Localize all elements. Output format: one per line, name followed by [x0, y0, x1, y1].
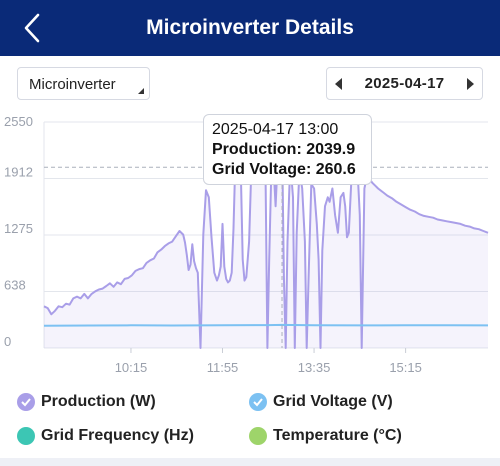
y-tick-label: 638: [4, 277, 26, 292]
chevron-left-icon: [24, 13, 40, 43]
back-button[interactable]: [18, 12, 48, 44]
grid-voltage-line: [43, 323, 489, 327]
legend-label: Grid Frequency (Hz): [41, 427, 194, 444]
app-header: Microinverter Details: [0, 0, 500, 56]
bottom-divider: [0, 458, 500, 466]
y-tick-label: 0: [4, 334, 11, 349]
device-type-dropdown-value: Microinverter: [29, 76, 116, 93]
x-tick-label: 10:15: [115, 360, 148, 375]
legend-label: Grid Voltage (V): [273, 393, 393, 410]
check-icon: [249, 393, 267, 411]
legend-label: Production (W): [41, 393, 156, 410]
circle-icon: [249, 427, 267, 445]
date-picker: 2025-04-17: [326, 67, 483, 100]
x-axis-ticks: 10:15 11:55 13:35 15:15: [115, 348, 422, 375]
y-axis-ticks: 2550 1912 1275 638 0: [4, 114, 33, 349]
y-tick-label: 1275: [4, 221, 33, 236]
y-tick-label: 2550: [4, 114, 33, 129]
x-tick-label: 15:15: [389, 360, 422, 375]
x-tick-label: 13:35: [298, 360, 331, 375]
y-tick-label: 1912: [4, 165, 33, 180]
next-date-button[interactable]: [467, 78, 474, 90]
tooltip-time: 2025-04-17 13:00: [212, 121, 339, 138]
selected-date[interactable]: 2025-04-17: [364, 75, 445, 92]
previous-date-button[interactable]: [335, 78, 342, 90]
circle-icon: [17, 427, 35, 445]
legend-label: Temperature (°C): [273, 427, 402, 444]
dropdown-caret-icon: [138, 88, 144, 94]
tooltip-production: Production: 2039.9: [212, 141, 356, 158]
check-icon: [17, 393, 35, 411]
chart-tooltip: 2025-04-17 13:00 Production: 2039.9 Grid…: [203, 114, 372, 185]
device-type-dropdown[interactable]: Microinverter: [17, 67, 150, 100]
x-tick-label: 11:55: [207, 360, 239, 375]
page-title: Microinverter Details: [146, 16, 354, 39]
tooltip-grid-voltage: Grid Voltage: 260.6: [212, 161, 356, 178]
production-chart[interactable]: 2550 1912 1275 638 0 10:15 11:55 13:35 15:15: [0, 56, 500, 376]
